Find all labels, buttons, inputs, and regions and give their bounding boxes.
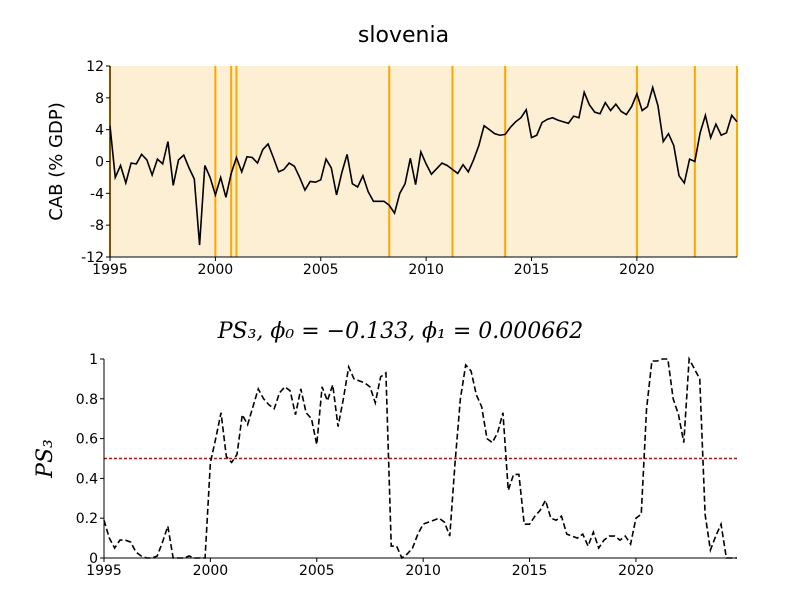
x-tick-label: 2015 [514,262,550,278]
x-tick-label: 2000 [198,262,234,278]
y-axis-label: PS₃ [33,439,58,479]
x-tick-label: 2015 [512,563,548,579]
y-axis-label: CAB (% GDP) [46,102,67,221]
y-tick-label: 4 [95,123,104,139]
x-tick-label: 2005 [303,262,339,278]
chart-title: PS₃, ϕ₀ = −0.133, ϕ₁ = 0.000662 [217,319,584,344]
x-tick-label: 2020 [619,262,655,278]
y-tick-label: -8 [90,218,104,234]
data-line [109,84,738,246]
x-tick-label: 2010 [405,563,441,579]
chart-title: slovenia [358,23,449,48]
x-tick-label: 2010 [408,262,444,278]
y-tick-label: 1 [89,352,98,368]
y-tick-label: 0.2 [76,511,98,527]
y-tick-label: 0.8 [76,392,98,408]
y-tick-label: -12 [81,250,104,266]
x-tick-label: 2020 [618,563,654,579]
x-tick-label: 2005 [299,563,335,579]
y-tick-label: 8 [95,91,104,107]
y-tick-label: 0 [89,551,98,567]
data-line [103,356,737,560]
y-tick-label: 12 [86,59,104,75]
plot-background [110,66,737,257]
x-tick-label: 2000 [193,563,229,579]
x-tick-label: 1995 [92,262,128,278]
y-tick-label: -4 [90,186,104,202]
x-tick-label: 1995 [86,563,122,579]
y-tick-label: 0.6 [76,432,98,448]
y-tick-label: 0.4 [76,471,98,487]
y-tick-label: 0 [95,155,104,171]
